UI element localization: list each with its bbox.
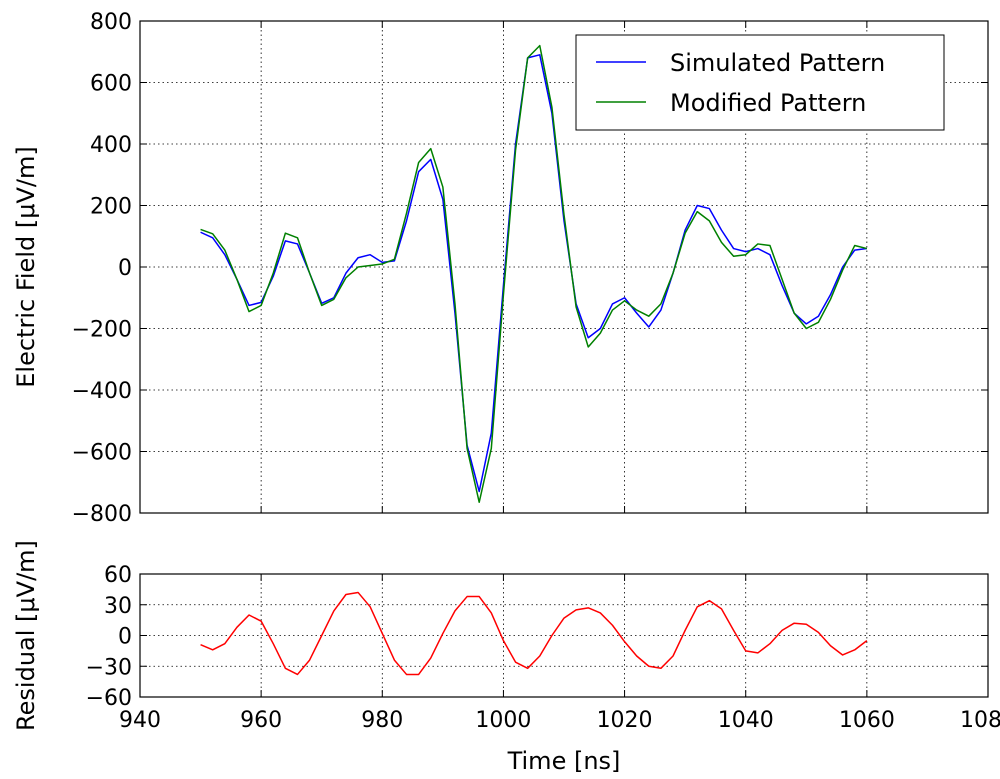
bottom-y-tick-label: −60 xyxy=(86,686,132,711)
top-y-tick-label: 800 xyxy=(90,10,132,35)
bottom-y-axis-label: Residual [μV/m] xyxy=(12,540,40,731)
legend-label-modified: Modified Pattern xyxy=(670,89,866,117)
residual-panel: 940 960 980 1000 1020 1040 1060 1080 −60 −30 0 30 60… xyxy=(12,540,1000,775)
legend-box xyxy=(575,34,945,131)
top-y-tick-label: −600 xyxy=(72,441,132,466)
bottom-y-tick-label: 30 xyxy=(104,594,132,619)
bottom-ticks: 940 960 980 1000 1020 1040 1060 1080 −60 −30 0 30 60 xyxy=(86,563,1000,733)
top-series-group xyxy=(200,44,868,503)
top-y-tick-label: −800 xyxy=(72,502,132,527)
top-y-axis-label: Electric Field [μV/m] xyxy=(12,146,40,387)
x-tick-label: 940 xyxy=(119,708,161,733)
x-tick-label: 1060 xyxy=(839,708,895,733)
x-tick-label: 980 xyxy=(361,708,403,733)
electric-field-panel: −800 −600 −400 −200 0 200 400 600 800 Electric F… xyxy=(12,10,989,527)
bottom-series-line-0 xyxy=(200,591,868,676)
top-y-tick-label: −200 xyxy=(72,318,132,343)
top-y-tick-label: 400 xyxy=(90,133,132,158)
top-y-tick-label: 600 xyxy=(90,72,132,97)
x-tick-label: 1000 xyxy=(475,708,531,733)
bottom-y-tick-label: 0 xyxy=(118,625,132,650)
legend-label-simulated: Simulated Pattern xyxy=(670,49,885,77)
top-y-tick-label: 200 xyxy=(90,195,132,220)
x-tick-label: 1080 xyxy=(960,708,1000,733)
legend: Simulated Pattern Modified Pattern xyxy=(575,34,945,131)
bottom-y-tick-label: 60 xyxy=(104,563,132,588)
bottom-gridlines xyxy=(140,574,988,697)
x-tick-label: 1020 xyxy=(597,708,653,733)
bottom-series-group xyxy=(200,591,868,676)
x-tick-label: 960 xyxy=(240,708,282,733)
top-y-tick-label: −400 xyxy=(72,379,132,404)
bottom-y-tick-label: −30 xyxy=(86,655,132,680)
x-tick-label: 1040 xyxy=(718,708,774,733)
top-ticks: −800 −600 −400 −200 0 200 400 600 800 xyxy=(72,10,989,527)
x-axis-label: Time [ns] xyxy=(507,747,621,775)
top-series-line-1 xyxy=(200,44,868,503)
top-y-tick-label: 0 xyxy=(118,256,132,281)
